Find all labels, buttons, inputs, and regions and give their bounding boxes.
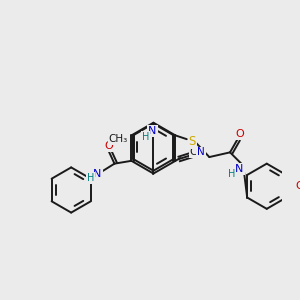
Text: H: H [87,173,94,183]
Text: O: O [104,141,113,151]
Text: CH₃: CH₃ [109,134,128,144]
Text: S: S [189,135,196,148]
Text: H: H [142,132,150,142]
Text: C: C [190,147,197,158]
Text: N: N [148,126,157,136]
Text: N: N [93,169,102,179]
Text: H: H [228,169,236,179]
Text: O: O [235,130,244,140]
Text: N: N [235,164,244,174]
Text: O: O [295,181,300,191]
Text: N: N [197,147,205,158]
